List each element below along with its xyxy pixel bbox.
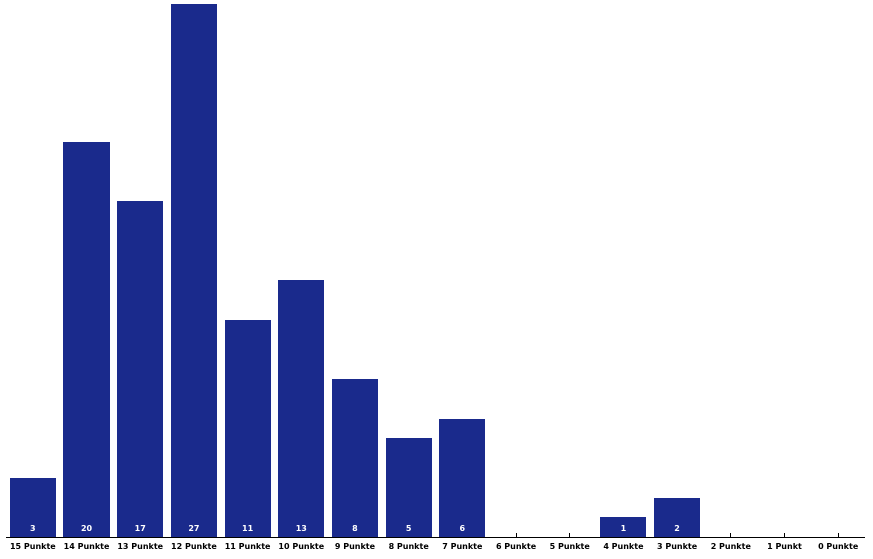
x-axis-label: 8 Punkte: [388, 542, 429, 551]
bar: 13: [278, 280, 325, 537]
bar-value-label: 20: [80, 524, 93, 533]
bar: 3: [9, 477, 56, 537]
bar-value-label: 5: [405, 524, 412, 533]
bar-column: 1: [597, 0, 651, 537]
x-axis-labels: 15 Punkte 14 Punkte 13 Punkte 12 Punkte 11 P…: [6, 542, 865, 552]
x-axis-label: 14 Punkte: [63, 542, 110, 551]
bar-column: [543, 0, 597, 537]
bar-column: 2: [650, 0, 704, 537]
bar: 2: [654, 497, 701, 537]
x-axis-label: 1 Punkt: [767, 542, 802, 551]
x-axis-label: 15 Punkte: [9, 542, 56, 551]
bar-column: 17: [113, 0, 167, 537]
bar-column: 13: [274, 0, 328, 537]
x-axis-label: 12 Punkte: [171, 542, 217, 551]
x-axis-label: 5 Punkte: [549, 542, 590, 551]
bar-column: 27: [167, 0, 221, 537]
bar-column: [811, 0, 865, 537]
bar: 8: [331, 379, 379, 537]
x-axis-label: 7 Punkte: [442, 542, 483, 551]
bar-column: 20: [60, 0, 114, 537]
bar: 6: [439, 418, 486, 537]
bar: 5: [385, 438, 432, 537]
x-axis-label: 0 Punkte: [818, 542, 859, 551]
plot-area: 3 20 17 27 11 13 8 5 6 1 2: [6, 0, 865, 538]
bar-column: [489, 0, 543, 537]
bar-column: 11: [221, 0, 275, 537]
bar-column: [704, 0, 758, 537]
bar-value-label: 27: [188, 524, 200, 533]
bar-value-label: 8: [352, 524, 358, 533]
bar: 27: [170, 4, 217, 537]
bar-value-label: 6: [459, 524, 466, 533]
bar-value-label: 13: [295, 524, 307, 533]
x-axis-label: 4 Punkte: [603, 542, 644, 551]
bar-column: 8: [328, 0, 382, 537]
bar-value-label: 3: [30, 524, 36, 533]
x-axis-label: 3 Punkte: [657, 542, 698, 551]
bar-value-label: 17: [134, 524, 146, 533]
x-axis-label: 6 Punkte: [495, 542, 537, 551]
bar: 17: [117, 201, 164, 537]
axis-tick: [783, 533, 785, 537]
x-axis-label: 11 Punkte: [224, 542, 271, 551]
bar: 11: [224, 319, 271, 537]
axis-tick: [569, 533, 571, 537]
bar-value-label: 11: [242, 524, 254, 533]
bar-column: [758, 0, 812, 537]
bar-column: 3: [6, 0, 60, 537]
bar-column: 6: [436, 0, 490, 537]
axis-tick: [837, 533, 839, 537]
x-axis-label: 13 Punkte: [117, 542, 164, 551]
x-axis-label: 9 Punkte: [334, 542, 376, 551]
axis-tick: [515, 533, 517, 537]
bar-value-label: 2: [674, 524, 680, 533]
bar: 1: [600, 517, 647, 537]
x-axis-label: 10 Punkte: [278, 542, 325, 551]
bar: 20: [63, 142, 110, 537]
bar-column: 5: [382, 0, 436, 537]
bar-value-label: 1: [620, 524, 627, 533]
x-axis-label: 2 Punkte: [710, 542, 751, 551]
axis-tick: [730, 533, 732, 537]
